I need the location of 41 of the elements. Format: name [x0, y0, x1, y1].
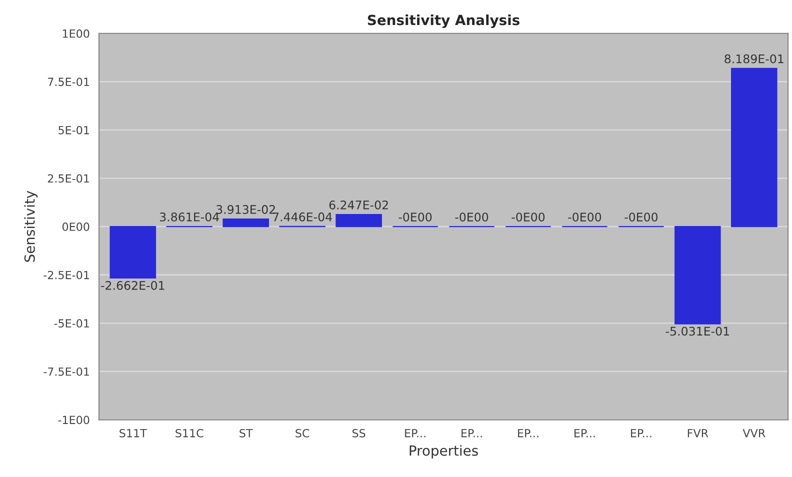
y-tick-label: -1E00 — [58, 416, 90, 424]
x-axis-title: Properties — [410, 445, 478, 459]
bar — [731, 68, 778, 228]
y-tick-label: 2.5E-01 — [48, 174, 89, 183]
data-label: -0E00 — [455, 212, 488, 222]
data-label: 3.861E-04 — [160, 212, 219, 222]
x-tick-label: EP... — [518, 429, 538, 438]
data-label: -0E00 — [512, 212, 545, 222]
y-tick-label: 1E00 — [62, 29, 90, 38]
bar — [222, 218, 269, 228]
y-tick-label: 7.5E-01 — [48, 78, 89, 86]
data-label: 8.189E-01 — [724, 54, 784, 64]
x-tick-label: VVR — [742, 429, 766, 438]
data-label: -0E00 — [624, 212, 658, 222]
x-tick-label: SS — [352, 428, 366, 438]
data-label: 6.247E-02 — [329, 200, 388, 210]
y-tick-label: -2.5E-01 — [44, 270, 89, 280]
x-tick-label: EP... — [405, 429, 426, 438]
data-label: -5.031E-01 — [666, 326, 729, 336]
data-label: -0E00 — [398, 212, 432, 222]
x-tick-label: S11C — [176, 428, 204, 438]
data-label: 7.446E-04 — [273, 212, 332, 222]
y-axis-title: Sensitivity — [24, 190, 38, 262]
chart-title: Sensitivity Analysis — [368, 14, 520, 28]
x-tick-label: FVR — [688, 429, 708, 438]
x-tick-label: EP... — [630, 429, 652, 438]
data-label: -0E00 — [568, 212, 602, 222]
x-tick-label: EP... — [462, 429, 482, 438]
bar — [336, 214, 382, 228]
data-label: 3.913E-02 — [216, 205, 275, 214]
y-tick-label: -7.5E-01 — [44, 367, 89, 376]
x-tick-label: S11T — [120, 428, 147, 438]
y-tick-label: -5E-01 — [54, 319, 89, 328]
x-tick-label: SC — [296, 428, 310, 438]
bar — [110, 226, 156, 279]
data-label: -2.662E-01 — [101, 280, 164, 290]
y-tick-label: 0E00 — [62, 222, 90, 231]
x-tick-label: ST — [240, 428, 253, 438]
x-tick-label: EP... — [574, 429, 595, 438]
y-tick-label: 5E-01 — [58, 126, 89, 134]
bar — [674, 226, 721, 324]
